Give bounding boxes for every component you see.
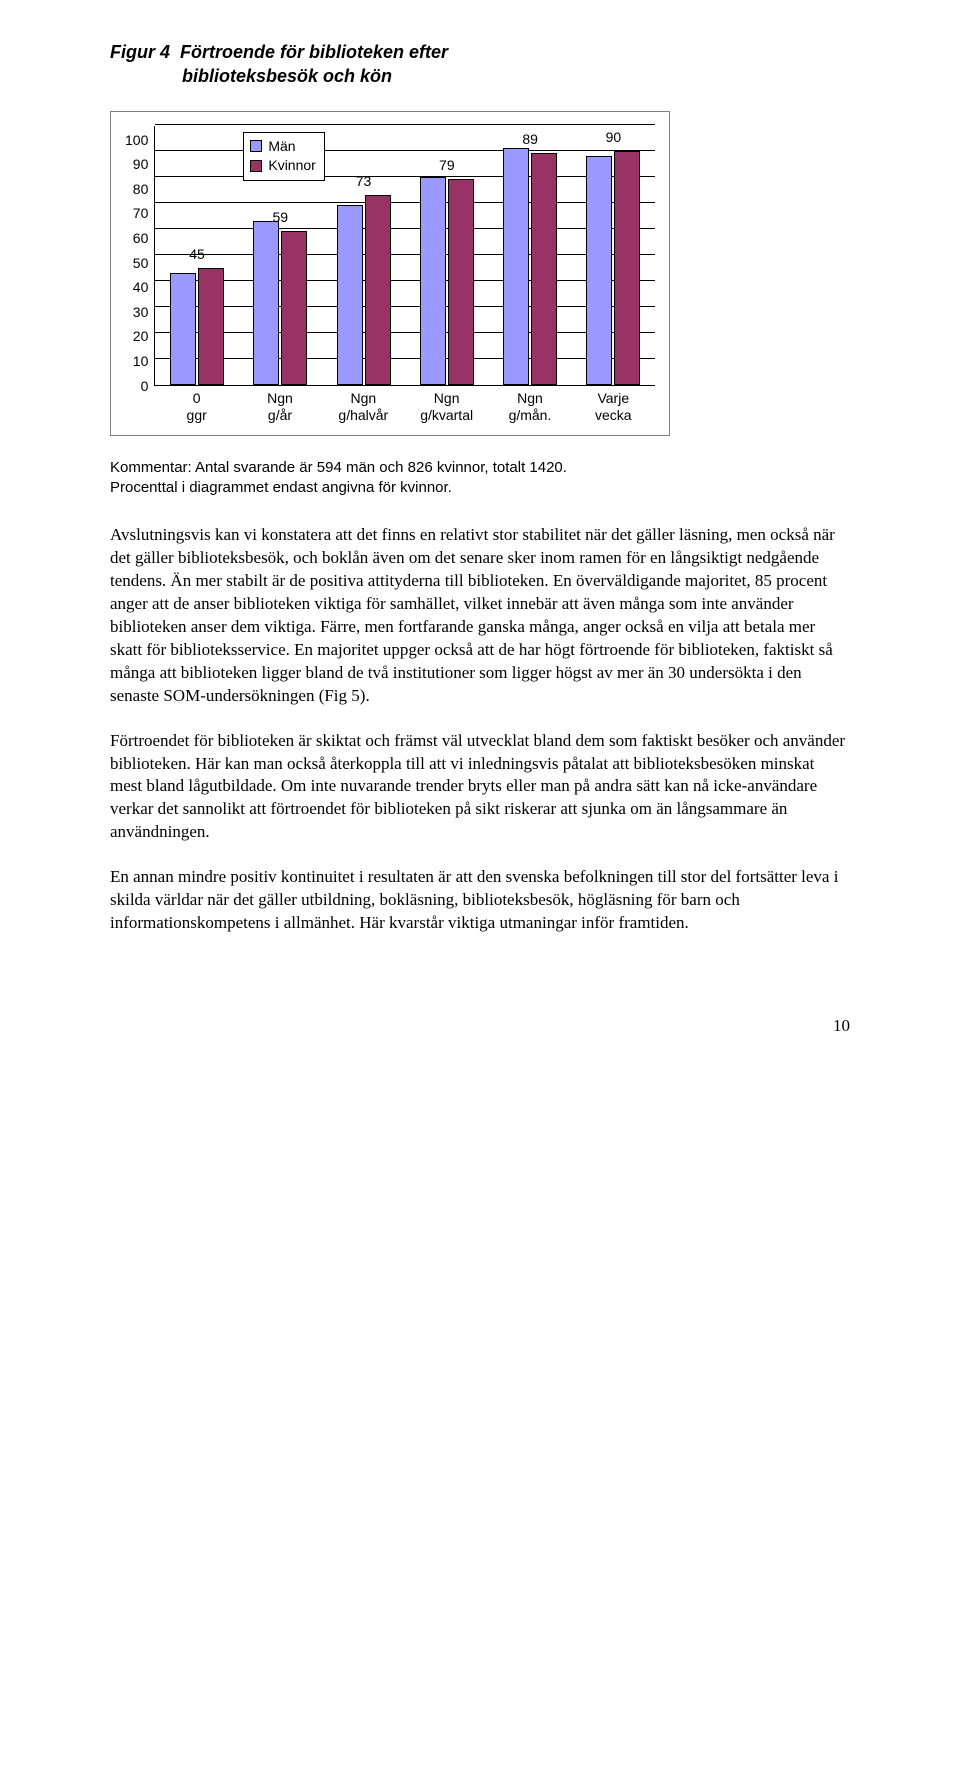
y-tick: 90 (133, 157, 149, 171)
bar-man (503, 148, 529, 385)
comment-line2: Procenttal i diagrammet endast angivna f… (110, 479, 452, 496)
x-tick-label: 0ggr (155, 386, 238, 425)
bar-kvinnor (365, 195, 391, 385)
y-tick: 50 (133, 256, 149, 270)
bar-group: 79 (405, 126, 488, 385)
legend-label: Män (268, 137, 295, 157)
bar-man (170, 273, 196, 385)
bar-group: 90 (572, 126, 655, 385)
bar-kvinnor (448, 179, 474, 384)
chart-comment: Kommentar: Antal svarande är 594 män och… (110, 458, 850, 499)
legend-item: Män (250, 137, 315, 157)
bar-kvinnor (614, 151, 640, 385)
y-tick: 30 (133, 305, 149, 319)
bar-value-label: 45 (189, 245, 205, 264)
legend-label: Kvinnor (268, 156, 315, 176)
y-axis: 1009080706050403020100 (125, 126, 154, 386)
bar-man (586, 156, 612, 385)
bar-value-label: 90 (606, 128, 622, 147)
bar-value-label: 73 (356, 172, 372, 191)
paragraph-3: En annan mindre positiv kontinuitet i re… (110, 866, 850, 935)
gridline (155, 124, 655, 125)
bar-kvinnor (531, 153, 557, 384)
bar-value-label: 89 (522, 130, 538, 149)
x-tick-label: Ngng/halvår (322, 386, 405, 425)
y-tick: 60 (133, 231, 149, 245)
y-tick: 20 (133, 329, 149, 343)
body-text: Avslutningsvis kan vi konstatera att det… (110, 524, 850, 935)
paragraph-2: Förtroendet för biblioteken är skiktat o… (110, 730, 850, 845)
figure-title-line2: biblioteksbesök och kön (110, 64, 850, 88)
plot-area: MänKvinnor 45 59 73 79 89 90 (154, 126, 655, 386)
chart-container: 1009080706050403020100 MänKvinnor 455973… (110, 111, 670, 436)
bar-group: 89 (488, 126, 571, 385)
bar-kvinnor (281, 231, 307, 384)
comment-line1: Kommentar: Antal svarande är 594 män och… (110, 459, 567, 476)
x-tick-label: Varjevecka (572, 386, 655, 425)
bar-man (337, 205, 363, 384)
gridline (155, 332, 655, 333)
legend-item: Kvinnor (250, 156, 315, 176)
figure-label: Figur 4 (110, 42, 170, 62)
gridline (155, 202, 655, 203)
chart-legend: MänKvinnor (243, 132, 324, 181)
gridline (155, 358, 655, 359)
x-tick-label: Ngng/år (238, 386, 321, 425)
bar-groups: 45 59 73 79 89 90 (155, 126, 655, 385)
gridline (155, 254, 655, 255)
figure-title-line1: Förtroende för biblioteken efter (180, 42, 448, 62)
figure-title: Figur 4 Förtroende för biblioteken efter… (110, 40, 850, 89)
legend-swatch (250, 160, 262, 172)
gridline (155, 150, 655, 151)
y-tick: 40 (133, 280, 149, 294)
gridline (155, 306, 655, 307)
bar-man (253, 221, 279, 385)
gridline (155, 228, 655, 229)
page-number: 10 (110, 1015, 850, 1038)
bar-value-label: 59 (272, 208, 288, 227)
x-axis-labels: 0ggrNgng/årNgng/halvårNgng/kvartalNgng/m… (155, 386, 655, 425)
y-tick: 80 (133, 182, 149, 196)
bar-group: 45 (155, 126, 238, 385)
bar-group: 73 (322, 126, 405, 385)
gridline (155, 176, 655, 177)
y-tick: 0 (141, 379, 149, 393)
paragraph-1: Avslutningsvis kan vi konstatera att det… (110, 524, 850, 708)
bar-man (420, 177, 446, 385)
bar-kvinnor (198, 268, 224, 385)
y-tick: 70 (133, 206, 149, 220)
x-tick-label: Ngng/kvartal (405, 386, 488, 425)
bar-value-label: 79 (439, 156, 455, 175)
x-tick-label: Ngng/mån. (488, 386, 571, 425)
legend-swatch (250, 140, 262, 152)
gridline (155, 280, 655, 281)
y-tick: 100 (125, 133, 148, 147)
y-tick: 10 (133, 354, 149, 368)
